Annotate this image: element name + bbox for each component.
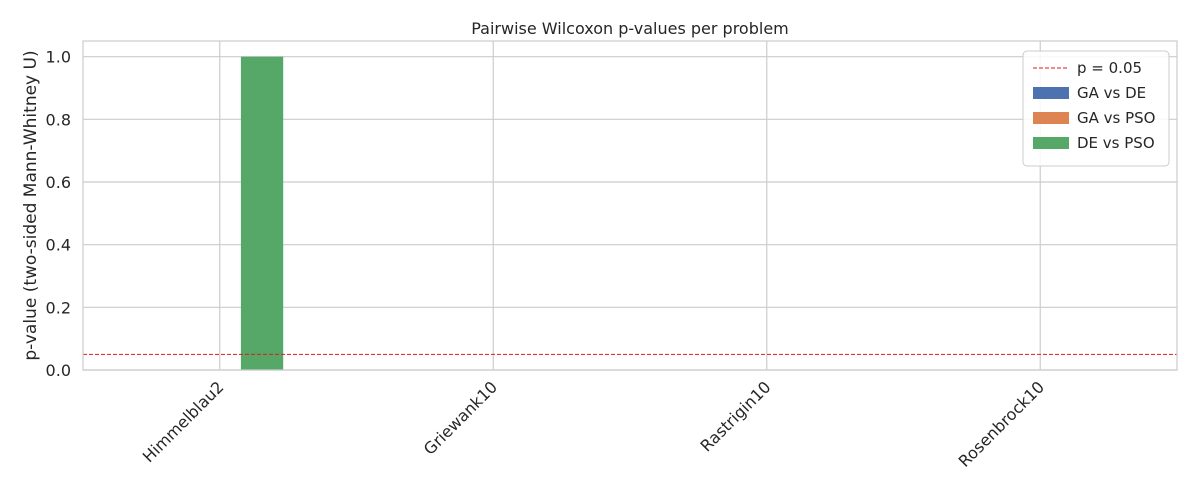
legend-label: DE vs PSO — [1077, 134, 1155, 152]
chart-title: Pairwise Wilcoxon p-values per problem — [471, 19, 789, 38]
y-axis-label: p-value (two-sided Mann-Whitney U) — [21, 50, 41, 360]
y-ticks: 0.0 0.2 0.4 0.6 0.8 1.0 — [46, 48, 71, 380]
y-tick-label: 0.4 — [46, 236, 71, 255]
y-tick-label: 0.0 — [46, 361, 71, 380]
bars — [240, 56, 284, 371]
legend-swatch — [1033, 112, 1069, 124]
legend-swatch — [1033, 137, 1069, 149]
legend-swatch — [1033, 87, 1069, 99]
legend-label: GA vs PSO — [1077, 109, 1156, 127]
legend-label-reference: p = 0.05 — [1077, 59, 1142, 77]
bar — [240, 56, 284, 371]
legend-label: GA vs DE — [1077, 84, 1146, 102]
plot-frame — [82, 40, 1178, 371]
y-tick-label: 1.0 — [46, 48, 71, 67]
y-tick-label: 0.6 — [46, 173, 71, 192]
y-tick-label: 0.8 — [46, 110, 71, 129]
legend: p = 0.05 GA vs DE GA vs PSO DE vs PSO — [1022, 50, 1170, 167]
y-tick-label: 0.2 — [46, 298, 71, 317]
